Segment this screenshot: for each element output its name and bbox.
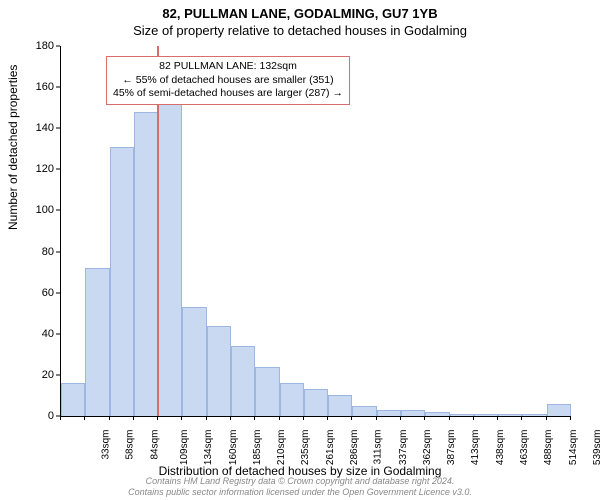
x-tick-mark <box>84 416 85 420</box>
histogram-bar <box>158 83 182 416</box>
histogram-chart: 82, PULLMAN LANE, GODALMING, GU7 1YB Siz… <box>0 0 600 500</box>
x-tick-label: 235sqm <box>301 430 312 466</box>
y-tick-label: 160 <box>0 81 54 93</box>
x-tick-mark <box>109 416 110 420</box>
x-tick-label: 438sqm <box>495 430 506 466</box>
y-tick-mark <box>56 169 60 170</box>
histogram-bar <box>280 383 304 416</box>
y-tick-mark <box>56 87 60 88</box>
x-tick-label: 514sqm <box>568 430 579 466</box>
y-tick-label: 20 <box>0 369 54 381</box>
y-tick-label: 120 <box>0 163 54 175</box>
histogram-bar <box>474 414 498 416</box>
histogram-bar <box>255 367 279 416</box>
histogram-bar <box>401 410 425 416</box>
histogram-bar <box>522 414 546 416</box>
x-tick-mark <box>570 416 571 420</box>
x-tick-label: 58sqm <box>125 430 136 460</box>
x-tick-mark <box>206 416 207 420</box>
annotation-box: 82 PULLMAN LANE: 132sqm← 55% of detached… <box>106 56 350 105</box>
y-tick-mark <box>56 333 60 334</box>
y-tick-label: 60 <box>0 287 54 299</box>
x-tick-label: 109sqm <box>179 430 190 466</box>
annotation-line: ← 55% of detached houses are smaller (35… <box>113 74 343 88</box>
x-tick-label: 387sqm <box>446 430 457 466</box>
y-tick-label: 100 <box>0 204 54 216</box>
y-tick-label: 80 <box>0 246 54 258</box>
x-tick-label: 463sqm <box>519 430 530 466</box>
chart-title-main: 82, PULLMAN LANE, GODALMING, GU7 1YB <box>0 0 600 21</box>
histogram-bar <box>377 410 401 416</box>
y-tick-mark <box>56 128 60 129</box>
x-tick-label: 413sqm <box>471 430 482 466</box>
x-tick-mark <box>279 416 280 420</box>
x-tick-mark <box>230 416 231 420</box>
histogram-bar <box>352 406 376 416</box>
histogram-bar <box>450 414 474 416</box>
histogram-bar <box>304 389 328 416</box>
footer-line-2: Contains public sector information licen… <box>0 487 600 498</box>
histogram-bar <box>547 404 571 416</box>
y-tick-mark <box>56 251 60 252</box>
footer-line-1: Contains HM Land Registry data © Crown c… <box>0 476 600 487</box>
y-tick-label: 0 <box>0 410 54 422</box>
x-tick-mark <box>376 416 377 420</box>
histogram-bar <box>328 395 352 416</box>
x-tick-mark <box>60 416 61 420</box>
y-tick-label: 180 <box>0 40 54 52</box>
histogram-bar <box>61 383 85 416</box>
plot-area: 82 PULLMAN LANE: 132sqm← 55% of detached… <box>60 46 571 417</box>
x-tick-mark <box>521 416 522 420</box>
y-tick-label: 140 <box>0 122 54 134</box>
x-tick-mark <box>351 416 352 420</box>
x-tick-label: 286sqm <box>349 430 360 466</box>
x-tick-label: 539sqm <box>592 430 600 466</box>
x-tick-mark <box>497 416 498 420</box>
histogram-bar <box>134 112 158 416</box>
x-tick-label: 33sqm <box>101 430 112 460</box>
annotation-line: 82 PULLMAN LANE: 132sqm <box>113 60 343 74</box>
x-tick-mark <box>473 416 474 420</box>
x-tick-label: 160sqm <box>228 430 239 466</box>
y-tick-mark <box>56 292 60 293</box>
x-tick-mark <box>424 416 425 420</box>
x-tick-label: 488sqm <box>543 430 554 466</box>
x-tick-mark <box>449 416 450 420</box>
annotation-line: 45% of semi-detached houses are larger (… <box>113 87 343 101</box>
y-tick-mark <box>56 46 60 47</box>
histogram-bar <box>425 412 449 416</box>
x-tick-label: 337sqm <box>398 430 409 466</box>
y-tick-label: 40 <box>0 328 54 340</box>
x-tick-label: 210sqm <box>276 430 287 466</box>
x-tick-label: 134sqm <box>203 430 214 466</box>
x-tick-label: 185sqm <box>252 430 263 466</box>
y-tick-mark <box>56 374 60 375</box>
x-tick-label: 311sqm <box>373 430 384 465</box>
x-tick-mark <box>400 416 401 420</box>
histogram-bar <box>110 147 134 416</box>
y-tick-mark <box>56 210 60 211</box>
histogram-bar <box>498 414 522 416</box>
x-tick-mark <box>157 416 158 420</box>
histogram-bar <box>182 307 206 416</box>
x-tick-mark <box>303 416 304 420</box>
footer-attribution: Contains HM Land Registry data © Crown c… <box>0 476 600 498</box>
chart-title-sub: Size of property relative to detached ho… <box>0 21 600 38</box>
x-tick-mark <box>133 416 134 420</box>
x-tick-mark <box>181 416 182 420</box>
x-tick-label: 84sqm <box>149 430 160 460</box>
x-tick-label: 261sqm <box>325 430 336 466</box>
x-tick-mark <box>327 416 328 420</box>
x-tick-label: 362sqm <box>422 430 433 466</box>
x-tick-mark <box>254 416 255 420</box>
histogram-bar <box>231 346 255 416</box>
histogram-bar <box>207 326 231 416</box>
histogram-bar <box>85 268 109 416</box>
x-tick-mark <box>546 416 547 420</box>
